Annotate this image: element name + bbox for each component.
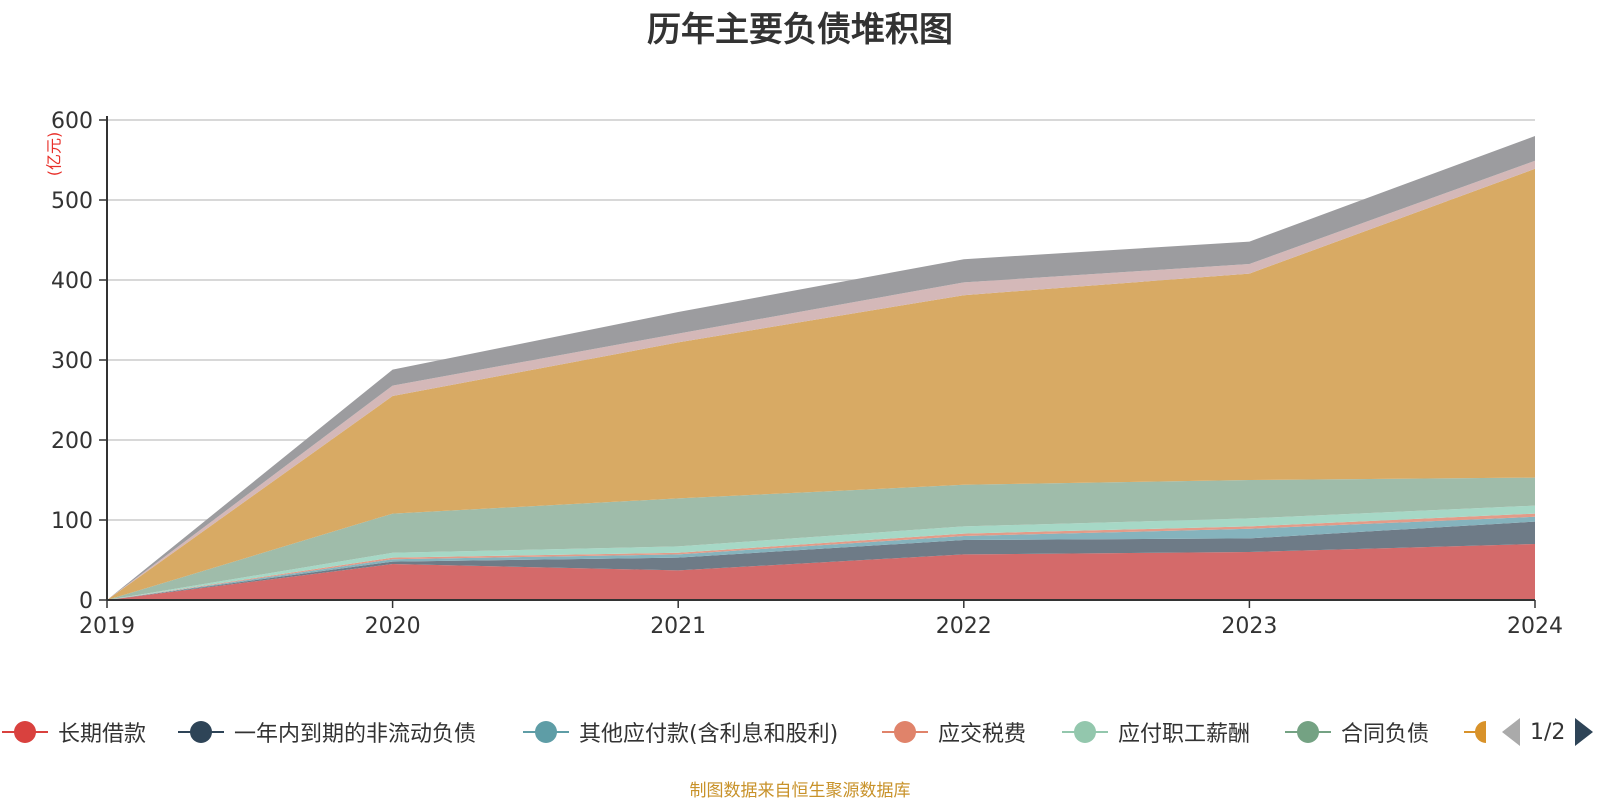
- legend-item[interactable]: 长期借款: [0, 712, 146, 752]
- legend-item[interactable]: 其他应付款(含利息和股利): [521, 712, 838, 752]
- legend-prev-arrow-icon[interactable]: [1500, 716, 1524, 748]
- data-source-footer: 制图数据来自恒生聚源数据库: [689, 781, 911, 801]
- x-tick-label: 2019: [79, 614, 135, 639]
- legend-pager: 1/2: [1500, 712, 1595, 752]
- legend-marker-icon: [882, 721, 928, 743]
- legend-label: 应付职工薪酬: [1118, 722, 1251, 747]
- x-tick-label: 2024: [1507, 614, 1563, 639]
- y-tick-label: 0: [79, 589, 93, 614]
- y-tick-label: 100: [51, 509, 93, 534]
- area-series-3: [107, 516, 1535, 600]
- legend-label: 应交税费: [938, 722, 1027, 747]
- x-tick-label: 2021: [650, 614, 706, 639]
- legend-label: 合同负债: [1341, 722, 1430, 747]
- y-tick-label: 300: [51, 349, 93, 374]
- chart-title: 历年主要负债堆积图: [647, 10, 953, 50]
- area-series-6: [107, 477, 1535, 600]
- x-tick-label: 2022: [936, 614, 992, 639]
- legend-marker-icon: [1464, 721, 1486, 743]
- legend-label: 一年内到期的非流动负债: [234, 722, 477, 747]
- x-tick-label: 2023: [1221, 614, 1277, 639]
- legend-item[interactable]: 合同负债: [1283, 712, 1429, 752]
- x-tick-label: 2020: [365, 614, 421, 639]
- area-series-2: [107, 521, 1535, 600]
- legend-label: 长期借款: [58, 722, 147, 747]
- legend-page-indicator: 1/2: [1530, 719, 1566, 745]
- legend-marker-icon: [178, 721, 224, 743]
- legend-marker-icon: [523, 721, 569, 743]
- area-series-9: [107, 136, 1535, 600]
- legend: 长期借款 一年内到期的非流动负债 其他应付款(含利息和股利) 应交税费 应付职工薪酬 合同…: [0, 712, 1600, 752]
- axes: 0 100 200 300 400 500 600 2019 2020 2021 2022 2023 2…: [51, 109, 1563, 639]
- legend-item[interactable]: 一年内到期的非流动负债: [176, 712, 476, 752]
- legend-marker-icon: [1062, 721, 1108, 743]
- area-layers: [107, 136, 1535, 601]
- y-tick-label: 500: [51, 189, 93, 214]
- area-series-8: [107, 160, 1535, 601]
- legend-label: 其他应付款(含利息和股利): [579, 722, 839, 747]
- legend-item[interactable]: 应付职工薪酬: [1060, 712, 1250, 752]
- area-series-7: [107, 168, 1535, 601]
- y-tick-label: 200: [51, 429, 93, 454]
- legend-item[interactable]: 应交税费: [880, 712, 1026, 752]
- legend-next-arrow-icon[interactable]: [1571, 716, 1595, 748]
- y-tick-label: 400: [51, 269, 93, 294]
- legend-marker-icon: [1285, 721, 1331, 743]
- stacked-area-chart: 0 100 200 300 400 500 600 2019 2020 2021 2022 2023 2…: [51, 109, 1563, 639]
- area-series-4: [107, 513, 1535, 600]
- y-tick-label: 600: [51, 109, 93, 134]
- area-series-1: [107, 544, 1535, 600]
- legend-marker-icon: [2, 721, 48, 743]
